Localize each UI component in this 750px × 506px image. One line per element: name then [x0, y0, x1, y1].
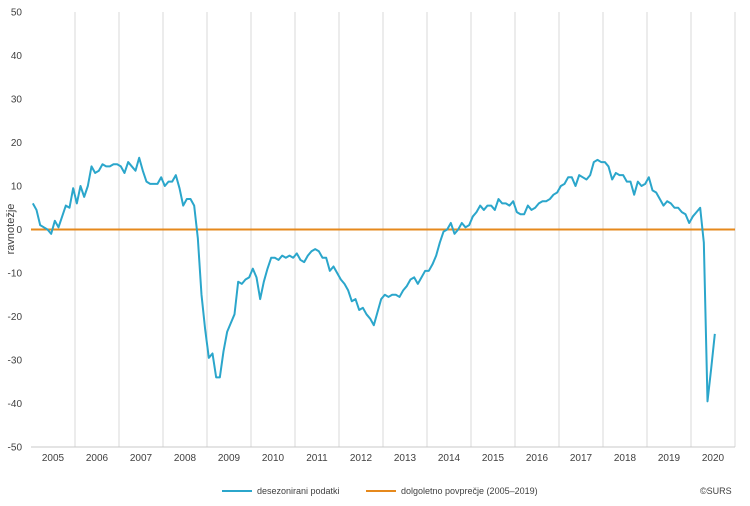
x-tick-label: 2014 — [438, 453, 461, 464]
y-tick-label: 10 — [11, 182, 23, 193]
y-axis-label: ravnotežje — [5, 204, 17, 255]
y-tick-label: -20 — [8, 312, 23, 323]
x-axis-year-labels: 2005 2006 2007 2008 2009 2010 2011 2012 2013 2014… — [42, 453, 725, 464]
x-tick-label: 2010 — [262, 453, 285, 464]
legend-label-seasonal: desezonirani podatki — [257, 486, 340, 496]
x-tick-label: 2007 — [130, 453, 153, 464]
legend-swatch-seasonal — [222, 490, 252, 492]
x-tick-label: 2005 — [42, 453, 65, 464]
source-credit: ©SURS — [700, 486, 732, 496]
y-axis-ticks: 50 40 30 20 10 0 -10 -20 -30 -40 -50 — [8, 8, 23, 454]
y-tick-label: 40 — [11, 51, 23, 62]
legend-item-average: dolgoletno povprečje (2005–2019) — [366, 486, 538, 496]
x-tick-label: 2008 — [174, 453, 197, 464]
seasonally-adjusted-series-line — [31, 156, 716, 403]
y-tick-label: 0 — [16, 225, 22, 236]
y-tick-label: 30 — [11, 95, 23, 106]
y-tick-label: -30 — [8, 356, 23, 367]
x-tick-label: 2016 — [526, 453, 549, 464]
x-tick-label: 2019 — [658, 453, 681, 464]
x-tick-label: 2012 — [350, 453, 373, 464]
x-tick-label: 2006 — [86, 453, 109, 464]
y-tick-label: 50 — [11, 8, 23, 19]
y-tick-label: -50 — [8, 443, 23, 454]
y-tick-label: -10 — [8, 269, 23, 280]
y-tick-label: -40 — [8, 399, 23, 410]
y-tick-label: 20 — [11, 138, 23, 149]
x-tick-label: 2020 — [702, 453, 725, 464]
x-tick-label: 2018 — [614, 453, 637, 464]
x-tick-label: 2013 — [394, 453, 417, 464]
legend-swatch-average — [366, 490, 396, 492]
x-tick-label: 2009 — [218, 453, 241, 464]
legend-label-average: dolgoletno povprečje (2005–2019) — [401, 486, 538, 496]
x-tick-label: 2015 — [482, 453, 505, 464]
x-tick-label: 2017 — [570, 453, 593, 464]
legend-item-seasonal: desezonirani podatki — [222, 486, 340, 496]
x-tick-label: 2011 — [306, 453, 328, 464]
